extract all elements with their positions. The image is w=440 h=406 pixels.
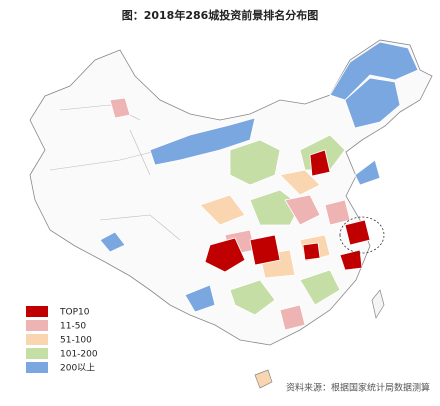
region [199, 194, 246, 226]
region [302, 242, 321, 261]
region [109, 97, 131, 119]
region [354, 159, 381, 186]
legend-swatch [26, 320, 48, 331]
region [284, 194, 321, 226]
legend-label: 11-50 [60, 322, 86, 332]
hainan [254, 369, 273, 389]
region [249, 234, 281, 266]
legend: TOP10 11-50 51-100 101-200 200以上 [26, 306, 98, 374]
region [329, 41, 419, 101]
legend-swatch [26, 306, 48, 317]
country-outline [29, 39, 433, 346]
region [279, 304, 306, 331]
region [279, 169, 321, 196]
legend-label: 51-100 [60, 336, 92, 346]
legend-swatch [26, 348, 48, 359]
region [229, 279, 276, 316]
region [344, 77, 401, 129]
legend-swatch [26, 362, 48, 373]
map-title: 图：2018年286城投资前景排名分布图 [122, 8, 319, 22]
region [309, 149, 331, 177]
legend-label: 200以上 [60, 363, 95, 374]
taiwan [371, 289, 385, 319]
legend-swatch [26, 334, 48, 345]
region [99, 231, 126, 253]
legend-label: 101-200 [60, 350, 98, 360]
region [344, 219, 371, 246]
region [229, 139, 281, 186]
legend-label: TOP10 [59, 308, 90, 318]
region [324, 199, 351, 226]
region [339, 249, 363, 271]
source-note: 资料来源：根据国家统计局数据测算 [286, 382, 430, 394]
region [299, 269, 341, 306]
region [184, 284, 216, 313]
region [204, 237, 246, 273]
region-patches [99, 41, 419, 389]
region [149, 117, 256, 166]
